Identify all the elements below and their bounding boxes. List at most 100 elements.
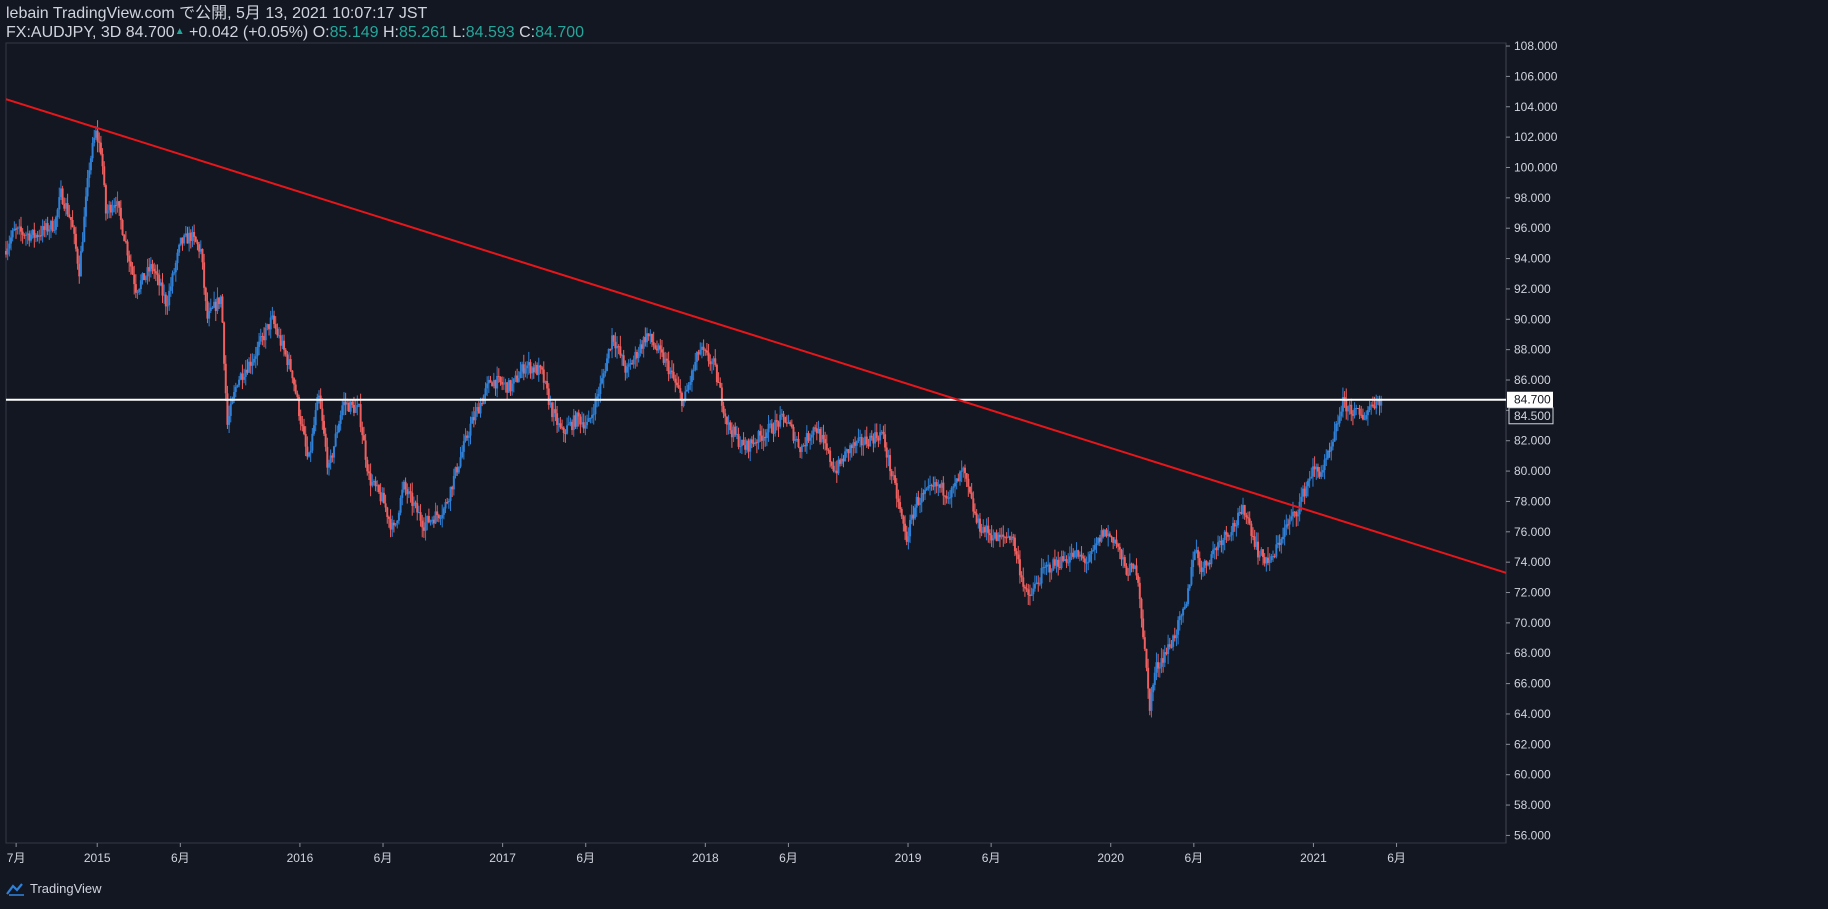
candle-body xyxy=(461,451,464,458)
candle-body xyxy=(864,436,867,445)
candle-body xyxy=(552,409,555,418)
candle-body xyxy=(1245,515,1248,518)
candle-body xyxy=(106,210,109,214)
candle-body xyxy=(772,432,775,434)
candle-body xyxy=(284,349,287,355)
candle-body xyxy=(1232,522,1235,533)
candle-body xyxy=(932,485,935,487)
candle-body xyxy=(1130,563,1133,565)
candle-body xyxy=(830,461,833,466)
candle-body xyxy=(1281,536,1284,540)
candle-body xyxy=(729,422,732,431)
candle-body xyxy=(38,235,41,238)
candle-body xyxy=(541,367,544,370)
candle-body xyxy=(742,439,745,446)
candle-body xyxy=(1185,604,1188,607)
candle-body xyxy=(934,482,937,487)
candle-body xyxy=(1022,577,1025,587)
candle-body xyxy=(166,305,169,307)
candle-body xyxy=(957,478,960,482)
candle-body xyxy=(431,519,434,521)
candle-body xyxy=(827,449,830,451)
candle-body xyxy=(223,322,226,364)
footer-brand[interactable]: TradingView xyxy=(30,881,102,896)
candle-body xyxy=(914,507,917,519)
candle-body xyxy=(399,497,402,513)
candle-body xyxy=(805,433,808,447)
candle-body xyxy=(569,421,572,425)
candle-body xyxy=(978,518,981,532)
candle-body xyxy=(1213,548,1216,550)
price-tick-label: 88.000 xyxy=(1514,343,1551,357)
candle-body xyxy=(259,336,262,342)
candle-body xyxy=(865,436,868,445)
candle-body xyxy=(516,375,519,382)
last-price-label-bg xyxy=(1507,391,1553,408)
candle-body xyxy=(39,235,42,237)
candle-body xyxy=(1276,542,1279,545)
candle-body xyxy=(1123,557,1126,567)
candle-body xyxy=(1278,542,1281,545)
candle-body xyxy=(950,487,953,498)
candle-body xyxy=(184,233,187,236)
candle-body xyxy=(1313,466,1316,470)
candle-body xyxy=(842,458,845,462)
candle-body xyxy=(1037,582,1040,584)
candle-body xyxy=(1202,568,1205,572)
open-value: 85.149 xyxy=(329,24,379,41)
candle-body xyxy=(346,402,349,405)
candle-body xyxy=(889,455,892,472)
candle-body xyxy=(263,336,266,341)
candle-body xyxy=(437,515,440,519)
candle-body xyxy=(587,418,590,422)
candle-body xyxy=(1331,441,1334,447)
candle-body xyxy=(361,427,364,436)
candle-body xyxy=(626,366,629,373)
candle-body xyxy=(622,355,625,366)
candle-body xyxy=(326,446,329,468)
candle-body xyxy=(141,273,144,281)
candle-body xyxy=(730,430,733,438)
price-tick-label: 58.000 xyxy=(1514,798,1551,812)
candle-body xyxy=(1047,564,1050,566)
candle-body xyxy=(1117,544,1120,547)
candle-body xyxy=(286,354,289,366)
candle-body xyxy=(965,473,968,479)
candle-body xyxy=(387,516,390,519)
candle-body xyxy=(854,442,857,446)
candle-body xyxy=(199,248,202,252)
candle-body xyxy=(566,425,569,434)
candle-body xyxy=(332,446,335,458)
candle-body xyxy=(396,520,399,523)
symbol-label[interactable]: FX:AUDJPY, 3D xyxy=(6,24,122,41)
candle-body xyxy=(1263,557,1266,564)
candle-body xyxy=(196,241,199,245)
candle-body xyxy=(860,437,863,446)
candle-body xyxy=(509,380,512,392)
candle-body xyxy=(524,368,527,374)
candle-body xyxy=(23,234,26,236)
time-tick-label: 6月 xyxy=(171,851,190,865)
candle-body xyxy=(209,307,212,311)
candle-body xyxy=(717,382,720,384)
candle-body xyxy=(532,367,535,373)
candle-body xyxy=(998,534,1001,538)
candle-body xyxy=(1087,561,1090,563)
candle-body xyxy=(800,445,803,453)
high-value: 85.261 xyxy=(398,24,448,41)
candle-body xyxy=(61,188,64,205)
candle-body xyxy=(993,532,996,539)
candle-body xyxy=(456,467,459,473)
candle-body xyxy=(238,379,241,386)
candle-body xyxy=(1355,407,1358,409)
candle-body xyxy=(1260,549,1263,555)
candle-body xyxy=(258,341,261,348)
candle-body xyxy=(1080,554,1083,557)
candle-body xyxy=(352,404,355,413)
candle-body xyxy=(1120,549,1123,560)
candle-body xyxy=(557,423,560,425)
candle-body xyxy=(1273,556,1276,558)
candle-body xyxy=(153,268,156,272)
candle-body xyxy=(249,361,252,366)
